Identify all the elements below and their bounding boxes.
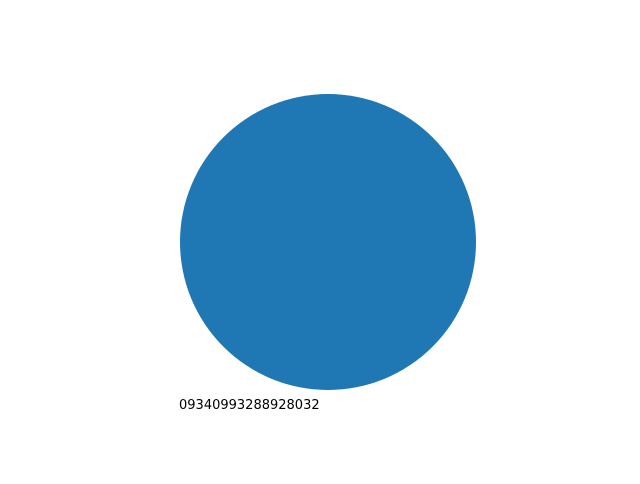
pie-slices: [180, 94, 476, 390]
pie-labels: 09340993288928032: [179, 398, 320, 413]
pie-slice-label: 09340993288928032: [179, 398, 320, 413]
pie-slice: [180, 94, 476, 390]
